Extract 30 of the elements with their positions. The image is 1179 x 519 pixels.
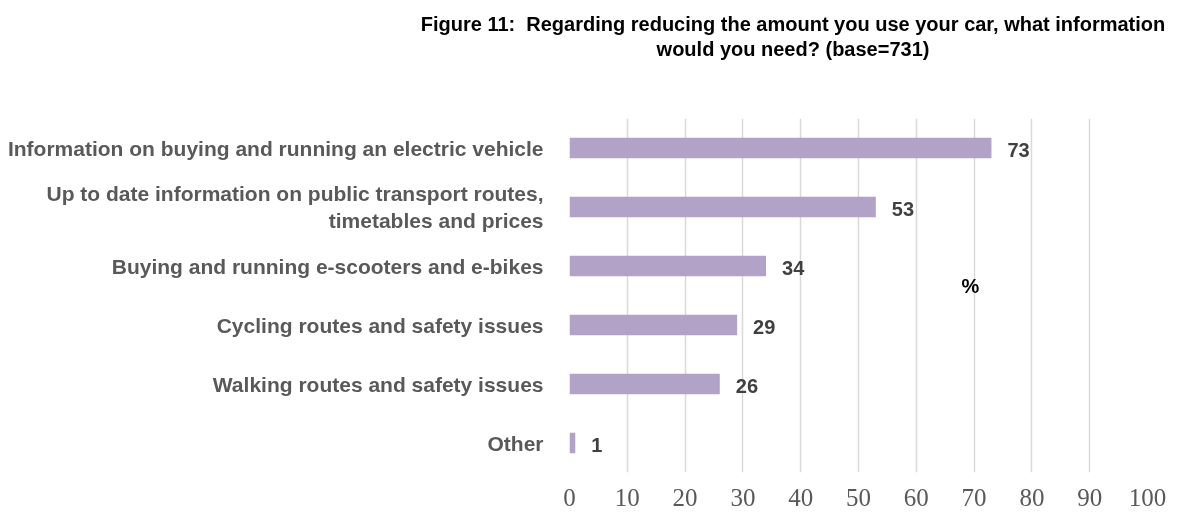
- bar: [569, 373, 720, 395]
- x-tick-label: 20: [672, 483, 698, 511]
- chart-title: Figure 11: Regarding reducing the amount you use your car, what information would you need? (base=731): [419, 12, 1167, 62]
- x-tick-label: 80: [1019, 483, 1045, 511]
- bar: [569, 196, 876, 218]
- y-tick-label: Information on buying and running an electric vehicle: [7, 136, 544, 160]
- x-tick-label: 90: [1077, 483, 1103, 511]
- y-tick-label: Walking routes and safety issues: [212, 372, 544, 396]
- x-tick-label: 100: [1128, 483, 1167, 511]
- data-label: 26: [735, 375, 759, 397]
- x-tick-label: 70: [961, 483, 987, 511]
- y-tick-label: Other: [487, 431, 544, 455]
- x-tick-label: 50: [846, 483, 871, 511]
- data-label: 34: [782, 257, 806, 279]
- x-tick-label: 60: [903, 483, 929, 511]
- annotation: %: [961, 274, 980, 297]
- data-label: 73: [1007, 139, 1030, 161]
- y-tick-label: Cycling routes and safety issues: [216, 313, 544, 337]
- x-tick-label: 0: [563, 483, 576, 511]
- data-label: 53: [891, 198, 915, 220]
- y-tick-label: Up to date information on public transport routes, timetables and prices: [46, 181, 544, 233]
- data-label: 1: [591, 434, 603, 456]
- x-tick-label: 40: [788, 483, 814, 511]
- bar: [569, 137, 992, 159]
- data-label: 29: [753, 316, 776, 338]
- x-tick-label: 30: [730, 483, 756, 511]
- x-tick-label: 10: [614, 483, 640, 511]
- bar: [569, 255, 767, 277]
- y-tick-label: Buying and running e-scooters and e-bikes: [111, 254, 544, 278]
- bar: [569, 314, 738, 336]
